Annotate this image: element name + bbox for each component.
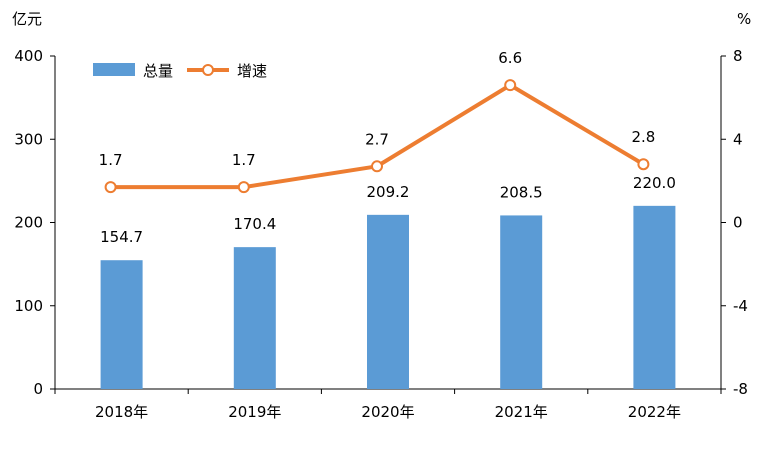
bar-value-label: 209.2 — [367, 183, 410, 201]
bar-value-label: 154.7 — [100, 228, 143, 246]
growth-value-label: 2.8 — [631, 128, 655, 146]
left-axis-ticks: 0 100 200 300 400 — [14, 47, 55, 398]
x-tick-label: 2022年 — [628, 403, 681, 421]
bar-2022年 — [633, 205, 676, 389]
bar-2019年 — [233, 247, 276, 389]
right-axis-unit: % — [737, 10, 751, 28]
legend: 总量 增速 — [93, 62, 267, 80]
growth-value-label: 1.7 — [99, 151, 123, 169]
growth-point-2018年 — [104, 181, 117, 194]
growth-point-2021年 — [504, 79, 517, 92]
legend-bar-swatch — [93, 63, 135, 76]
growth-point-2019年 — [237, 181, 250, 194]
x-tick-label: 2018年 — [95, 403, 148, 421]
right-tick-label: 4 — [733, 130, 743, 148]
bar-series-total — [100, 205, 676, 389]
bar-2021年 — [500, 215, 543, 389]
legend-label-total: 总量 — [143, 62, 173, 80]
left-tick-label: 300 — [14, 130, 43, 148]
growth-value-label: 2.7 — [365, 130, 389, 148]
bar-value-label: 208.5 — [500, 183, 543, 201]
left-axis-unit: 亿元 — [12, 10, 42, 28]
line-series-growth — [104, 79, 650, 194]
bar-2020年 — [367, 214, 409, 389]
x-axis-ticks: 2018年 2019年 2020年 2021年 2022年 — [54, 389, 722, 421]
legend-line-marker — [202, 64, 214, 76]
growth-point-2020年 — [371, 160, 383, 173]
growth-value-label: 6.6 — [498, 49, 522, 67]
left-tick-label: 100 — [14, 297, 43, 315]
right-axis-ticks: -8 -4 0 4 8 — [721, 47, 748, 398]
x-tick-label: 2020年 — [361, 403, 414, 421]
left-tick-label: 400 — [14, 47, 43, 65]
right-tick-label: -4 — [733, 297, 748, 315]
growth-point-2022年 — [637, 158, 650, 171]
left-tick-label: 0 — [33, 380, 43, 398]
x-tick-label: 2019年 — [228, 403, 281, 421]
right-tick-label: -8 — [733, 380, 748, 398]
line-data-labels: 1.7 1.7 2.7 6.6 2.8 — [99, 49, 656, 169]
bar-data-labels: 154.7 170.4 209.2 208.5 220.0 — [100, 174, 676, 246]
legend-label-growth: 增速 — [237, 62, 267, 80]
growth-value-label: 1.7 — [232, 151, 256, 169]
bar-value-label: 170.4 — [233, 215, 276, 233]
bar-value-label: 220.0 — [633, 174, 676, 192]
right-tick-label: 8 — [733, 47, 743, 65]
bar-2018年 — [100, 260, 143, 389]
left-tick-label: 200 — [14, 214, 43, 232]
right-tick-label: 0 — [733, 214, 743, 232]
x-tick-label: 2021年 — [495, 403, 548, 421]
